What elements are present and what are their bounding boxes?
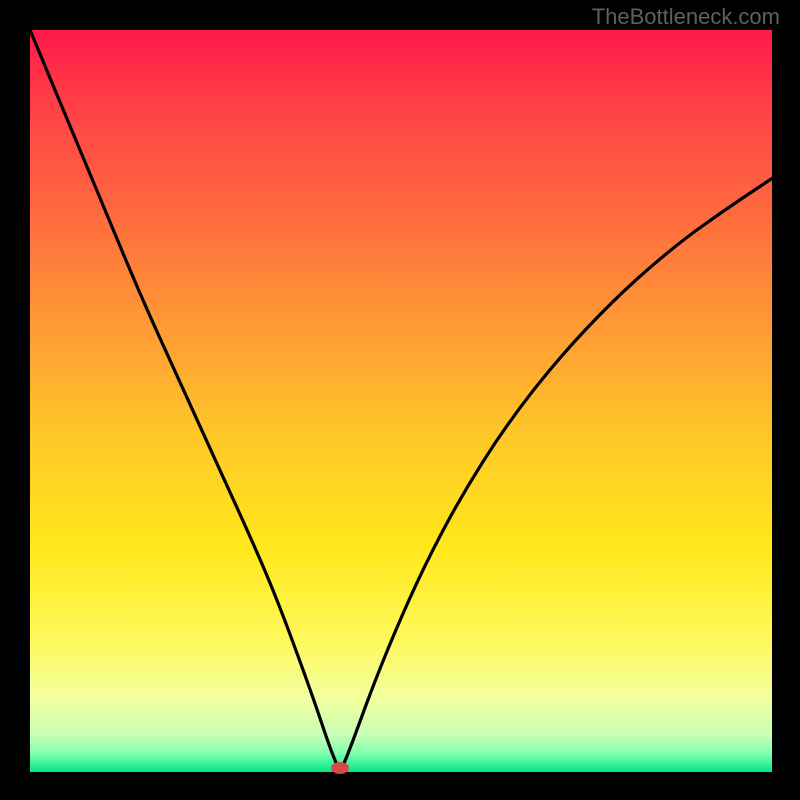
bottleneck-curve bbox=[30, 30, 772, 772]
optimum-marker bbox=[331, 762, 349, 774]
watermark-text: TheBottleneck.com bbox=[592, 4, 780, 30]
plot-area bbox=[30, 30, 772, 772]
chart-container: TheBottleneck.com bbox=[0, 0, 800, 800]
